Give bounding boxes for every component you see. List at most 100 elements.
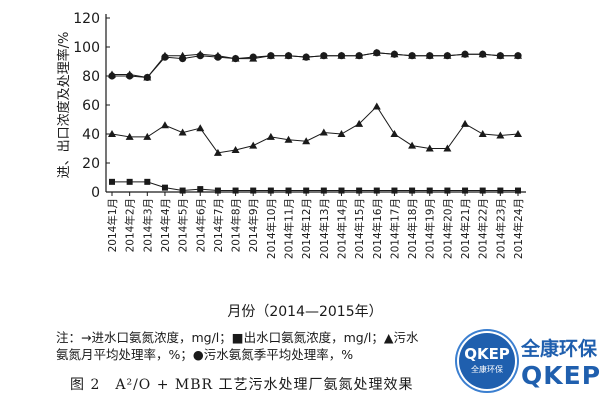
x-tick-label: 2014年20月	[441, 198, 454, 259]
data-point	[125, 132, 134, 140]
x-tick-label: 2014年23月	[494, 198, 507, 259]
chart-axes	[105, 14, 526, 193]
x-tick-label: 2014年9月	[247, 198, 260, 252]
data-point	[443, 52, 451, 60]
data-point	[461, 119, 470, 127]
data-point	[214, 53, 222, 61]
data-point	[126, 72, 134, 80]
y-axis-ticks: 0 20 40 60 80 100 120	[73, 11, 110, 201]
x-tick-label: 2014年14月	[335, 198, 348, 259]
data-point	[337, 52, 346, 60]
data-point	[355, 119, 364, 127]
data-point	[390, 130, 399, 137]
brand-logo: QKEP 全康环保 全康环保 QKEP	[455, 325, 600, 400]
data-point	[496, 52, 504, 60]
series-outlet	[109, 178, 521, 194]
data-point	[515, 187, 521, 194]
y-tick-label: 80	[82, 69, 100, 85]
x-tick-label: 2014年12月	[300, 198, 313, 259]
data-point	[303, 187, 310, 194]
data-point	[319, 128, 328, 136]
data-point	[250, 187, 257, 194]
data-point	[284, 52, 293, 60]
data-point	[284, 135, 293, 143]
x-tick-label: 2014年19月	[424, 198, 437, 259]
logo-badge-subtext: 全康环保	[471, 365, 503, 374]
x-tick-label: 2014年2月	[124, 198, 137, 252]
data-point	[373, 187, 380, 194]
chart-series	[108, 48, 522, 194]
data-point	[497, 187, 504, 194]
logo-name-cn: 全康环保	[521, 338, 598, 360]
data-point	[478, 130, 487, 137]
y-tick-label: 60	[82, 98, 100, 114]
data-point	[320, 52, 328, 60]
data-point	[514, 130, 522, 137]
data-point	[355, 52, 363, 60]
data-point	[143, 73, 151, 82]
data-point	[108, 130, 116, 137]
data-point	[160, 121, 169, 129]
data-point	[214, 187, 221, 194]
x-axis-label: 月份（2014—2015年）	[227, 304, 382, 320]
data-point	[514, 52, 522, 60]
data-point	[390, 50, 399, 58]
data-point	[337, 130, 346, 137]
data-point	[161, 53, 169, 61]
x-tick-label: 2014年5月	[177, 198, 190, 252]
data-point	[408, 141, 417, 149]
x-tick-label: 2014年13月	[318, 198, 331, 259]
legend-line-1: 注：→进水口氨氮浓度，mg/l；■出水口氨氮浓度，mg/l；▲污水	[56, 330, 419, 345]
series-line	[111, 105, 519, 154]
data-point	[266, 132, 275, 140]
x-tick-label: 2014年10月	[265, 198, 278, 259]
data-point	[196, 124, 205, 132]
data-point	[108, 72, 116, 80]
x-tick-label: 2014年1月	[106, 198, 119, 252]
data-point	[408, 52, 416, 60]
logo-badge-text: QKEP	[464, 345, 510, 363]
data-point	[178, 128, 187, 136]
y-axis-label: 进、出口浓度及处理率/%	[56, 32, 72, 179]
x-tick-label: 2014年3月	[141, 198, 154, 252]
data-point	[109, 178, 115, 185]
x-tick-label: 2014年8月	[230, 198, 243, 252]
data-point	[161, 184, 168, 191]
data-point	[267, 52, 275, 60]
data-point	[425, 144, 434, 152]
data-point	[461, 50, 469, 58]
figure-caption: 图 2 A²/O + MBR 工艺污水处理厂氨氮处理效果	[70, 377, 414, 393]
x-tick-label: 2014年4月	[159, 198, 172, 252]
x-tick-label: 2014年6月	[194, 198, 207, 252]
data-point	[338, 187, 345, 194]
y-tick-label: 40	[82, 127, 100, 143]
data-point	[479, 187, 486, 194]
x-tick-label: 2014年7月	[212, 198, 225, 252]
data-point	[302, 137, 311, 145]
data-point	[144, 178, 151, 185]
data-point	[426, 187, 433, 194]
data-point	[356, 187, 363, 194]
data-point	[232, 187, 239, 194]
logo-badge: QKEP 全康环保	[459, 333, 515, 389]
data-point	[126, 178, 133, 185]
data-point	[391, 187, 398, 194]
data-point	[409, 187, 416, 194]
data-point	[179, 55, 187, 63]
x-tick-label: 2014年24月	[512, 198, 525, 259]
data-point	[462, 187, 469, 194]
x-tick-label: 2014年18月	[406, 198, 419, 259]
data-point	[179, 187, 186, 194]
x-tick-label: 2014年15月	[353, 198, 366, 259]
series-monthly_rate	[108, 48, 522, 81]
logo-name-en: QKEP	[521, 361, 600, 390]
series-line	[112, 52, 518, 78]
data-point	[231, 55, 240, 63]
x-tick-label: 2014年11月	[283, 198, 296, 259]
data-point	[231, 145, 240, 153]
data-point	[196, 52, 204, 60]
series-line	[112, 181, 518, 192]
data-point	[213, 148, 222, 156]
data-point	[249, 53, 257, 61]
